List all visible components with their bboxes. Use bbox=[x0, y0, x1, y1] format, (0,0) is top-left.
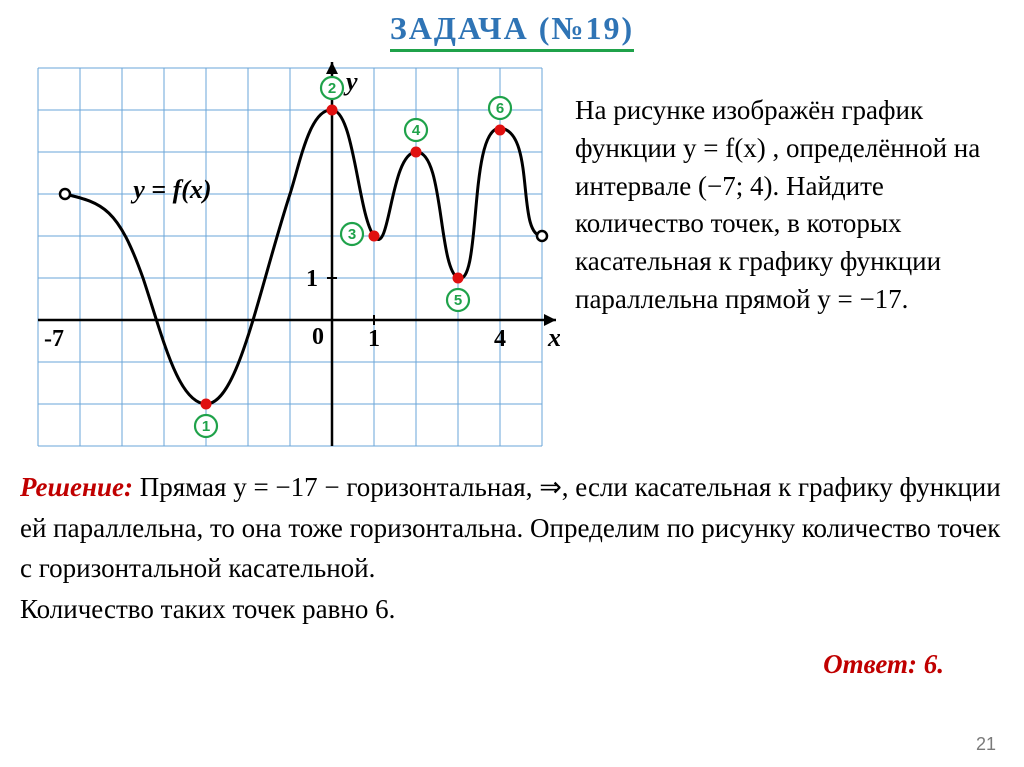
svg-text:1: 1 bbox=[306, 266, 318, 292]
svg-text:4: 4 bbox=[494, 326, 506, 352]
svg-text:6: 6 bbox=[496, 100, 504, 117]
solution-block: Решение: Прямая y = −17 − горизонтальная… bbox=[20, 467, 1004, 629]
function-chart: 1 2 3 4 5 6 y x 0 1 1 -7 4 y = f(x) bbox=[20, 62, 560, 452]
page-title: ЗАДАЧА (№19) bbox=[20, 10, 1004, 52]
svg-text:x: x bbox=[547, 323, 560, 352]
problem-statement: На рисунке изображён график функции y = … bbox=[575, 62, 1004, 319]
title-text: ЗАДАЧА (№19) bbox=[390, 10, 634, 52]
svg-text:2: 2 bbox=[328, 80, 336, 97]
problem-interval: (−7; 4). bbox=[698, 171, 779, 201]
svg-text:y: y bbox=[343, 67, 358, 96]
solution-s3: Количество таких точек равно 6. bbox=[20, 594, 395, 624]
solution-label: Решение: bbox=[20, 472, 133, 502]
svg-text:4: 4 bbox=[412, 122, 421, 139]
svg-text:1: 1 bbox=[202, 418, 210, 435]
svg-text:0: 0 bbox=[312, 324, 324, 350]
chart-svg: 1 2 3 4 5 6 y x 0 1 1 -7 4 y = f(x) bbox=[20, 62, 560, 452]
problem-eq: y = −17. bbox=[817, 284, 908, 314]
svg-text:3: 3 bbox=[348, 226, 356, 243]
solution-s1: Прямая bbox=[133, 472, 233, 502]
svg-text:-7: -7 bbox=[44, 326, 64, 352]
page-number: 21 bbox=[976, 734, 996, 755]
solution-s1eq: y = −17 − bbox=[233, 472, 339, 502]
svg-text:y = f(x): y = f(x) bbox=[130, 175, 211, 204]
svg-text:5: 5 bbox=[454, 292, 462, 309]
svg-text:1: 1 bbox=[368, 326, 380, 352]
answer: Ответ: 6. bbox=[20, 649, 1004, 680]
problem-fx: y = f(x) bbox=[683, 133, 766, 163]
